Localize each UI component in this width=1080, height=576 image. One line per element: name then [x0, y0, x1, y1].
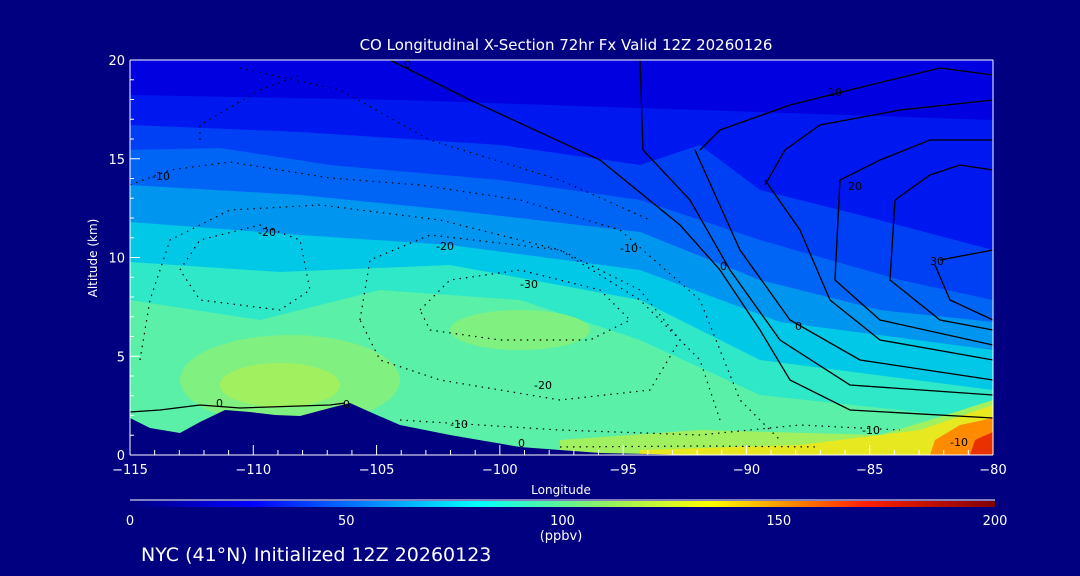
colorbar-tick-label: 150: [766, 514, 791, 529]
x-tick-label: −90: [733, 463, 760, 478]
svg-text:-10: -10: [950, 436, 968, 449]
svg-text:-30: -30: [520, 278, 538, 291]
svg-text:-20: -20: [534, 379, 552, 392]
svg-text:0: 0: [343, 398, 350, 411]
fill-band-8b: [450, 310, 590, 350]
svg-text:-10: -10: [450, 418, 468, 431]
filled-contours: [130, 60, 993, 455]
y-tick-label: 15: [108, 153, 125, 168]
svg-text:0: 0: [216, 397, 223, 410]
fill-band-11: [640, 405, 993, 455]
colorbar-tick-label: 200: [983, 514, 1008, 529]
colorbar-tick-label: 0: [126, 514, 134, 529]
svg-text:-20: -20: [436, 240, 454, 253]
svg-text:30: 30: [930, 255, 944, 268]
colorbar-tick-label: 100: [550, 514, 575, 529]
chart-title: CO Longitudinal X-Section 72hr Fx Valid …: [360, 36, 773, 54]
x-tick-label: −100: [482, 463, 518, 478]
svg-text:-20: -20: [258, 226, 276, 239]
terrain: [130, 403, 700, 455]
negative-contours: [130, 67, 901, 448]
x-tick-label: −105: [359, 463, 395, 478]
svg-text:0: 0: [795, 320, 802, 333]
axes: −115 −110 −105 −100 −95 −90 −85 −80 0 5 10 15 20 Lo…: [86, 54, 1007, 497]
svg-text:0: 0: [720, 260, 727, 273]
fill-band-13: [970, 432, 993, 455]
colorbar-tick-label: 50: [338, 514, 355, 529]
x-tick-label: −95: [609, 463, 636, 478]
footer-text: NYC (41°N) Initialized 12Z 20260123: [141, 544, 491, 566]
colorbar-units: (ppbv): [540, 529, 583, 544]
y-tick-label: 5: [117, 350, 125, 365]
contour-labels: 0 -10 -20 -20 -30 -10 0 30 20 10 0 -20 -…: [152, 58, 968, 450]
y-axis-label: Altitude (km): [86, 219, 100, 298]
fill-band-10: [220, 363, 340, 407]
svg-text:-10: -10: [152, 170, 170, 183]
positive-contours: [130, 60, 993, 419]
x-tick-label: −110: [235, 463, 271, 478]
svg-text:-10: -10: [862, 424, 880, 437]
svg-text:0: 0: [518, 437, 525, 450]
svg-text:0: 0: [404, 58, 411, 71]
x-axis-label: Longitude: [531, 483, 591, 497]
svg-text:-10: -10: [620, 242, 638, 255]
x-tick-label: −115: [112, 463, 148, 478]
y-tick-label: 20: [108, 54, 125, 69]
colorbar-gradient: [130, 501, 995, 507]
svg-text:10: 10: [828, 86, 842, 99]
y-tick-label: 0: [117, 449, 125, 464]
x-tick-label: −85: [856, 463, 883, 478]
svg-text:20: 20: [848, 180, 862, 193]
y-tick-label: 10: [108, 252, 125, 267]
x-tick-label: −80: [979, 463, 1006, 478]
colorbar: 0 50 100 150 200 (ppbv): [126, 499, 1008, 544]
